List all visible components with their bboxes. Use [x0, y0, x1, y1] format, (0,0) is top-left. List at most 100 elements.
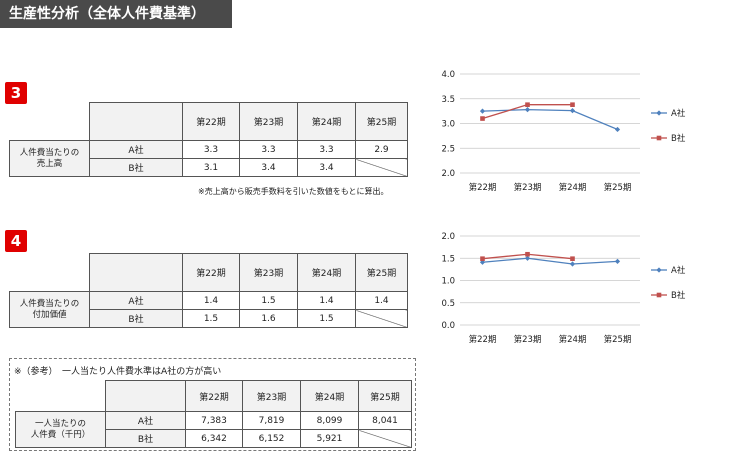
period-header: 第25期 — [358, 380, 412, 412]
row-label: 人件費当たりの 付加価値 — [9, 291, 90, 328]
y-tick-label: 2.5 — [441, 144, 455, 154]
table-cell: 7,819 — [242, 411, 301, 430]
data-point — [614, 258, 621, 264]
period-header: 第22期 — [185, 380, 243, 412]
data-point — [479, 108, 486, 114]
company-a-label: A社 — [89, 140, 183, 159]
row-label-line2: 付加価値 — [32, 309, 67, 320]
sales-per-labor-chart: 2.0 2.5 3.0 3.5 4.0 第22期 第23期 第24期 第25期 A社 B社 — [441, 70, 686, 193]
table-cell: 2.9 — [355, 140, 408, 159]
row-label-line2: 売上高 — [36, 158, 63, 169]
legend-label: A社 — [671, 265, 686, 276]
y-tick-label: 4.0 — [441, 70, 455, 80]
data-point — [570, 102, 575, 107]
data-point — [480, 116, 485, 121]
value-added-per-labor-chart: 0.0 0.5 1.0 1.5 2.0 第22期 第23期 第24期 第25期 A社 B社 — [441, 232, 686, 345]
company-a-label: A社 — [105, 411, 186, 430]
period-header: 第25期 — [355, 102, 408, 141]
table-cell: 7,383 — [185, 411, 243, 430]
table-cell: 8,041 — [358, 411, 412, 430]
x-tick-label: 第25期 — [604, 182, 632, 193]
company-a-label: A社 — [89, 291, 183, 310]
legend-marker — [656, 110, 662, 116]
row-label: 人件費当たりの 売上高 — [9, 140, 90, 177]
period-header: 第24期 — [297, 253, 356, 292]
y-tick-label: 3.5 — [441, 95, 455, 105]
period-header: 第25期 — [355, 253, 408, 292]
table-cell: 1.6 — [239, 309, 298, 328]
x-tick-label: 第24期 — [559, 182, 587, 193]
x-tick-label: 第22期 — [469, 182, 497, 193]
table-cell: 3.3 — [297, 140, 356, 159]
reference-title: ※（参考） 一人当たり人件費水準はA社の方が高い — [14, 367, 222, 377]
company-b-label: B社 — [105, 429, 186, 448]
table-cell: 1.4 — [297, 291, 356, 310]
period-header: 第24期 — [300, 380, 359, 412]
series-line-a — [482, 257, 618, 265]
y-tick-label: 2.0 — [441, 232, 455, 242]
data-point — [524, 107, 531, 113]
y-tick-label: 1.0 — [441, 277, 455, 287]
empty-corner — [16, 381, 106, 412]
data-point — [569, 261, 576, 267]
row-label-line1: 人件費当たりの — [19, 298, 80, 309]
period-header: 第23期 — [242, 380, 301, 412]
data-point — [569, 108, 576, 114]
table-cell: 1.5 — [182, 309, 240, 328]
table-cell: 3.3 — [239, 140, 298, 159]
x-tick-label: 第23期 — [514, 334, 542, 345]
row-label-line1: 一人当たりの — [34, 418, 86, 429]
table-cell: 6,152 — [242, 429, 301, 448]
x-tick-label: 第24期 — [559, 334, 587, 345]
empty-corner — [10, 254, 90, 292]
data-point — [525, 251, 530, 257]
table-cell: 5,921 — [300, 429, 359, 448]
y-tick-label: 1.5 — [441, 254, 455, 264]
reference-box — [9, 358, 416, 451]
header-blank — [105, 380, 186, 412]
company-b-label: B社 — [89, 158, 183, 177]
page-title: 生産性分析（全体人件費基準） — [0, 0, 232, 28]
row-label: 一人当たりの 人件費（千円） — [15, 411, 106, 448]
empty-diagonal-cell — [355, 309, 408, 328]
legend-label: A社 — [671, 108, 686, 119]
table-cell: 8,099 — [300, 411, 359, 430]
row-label-line1: 人件費当たりの — [19, 147, 80, 158]
company-b-label: B社 — [89, 309, 183, 328]
legend-label: B社 — [671, 290, 686, 301]
series-line-a — [482, 108, 618, 131]
table-cell: 3.1 — [182, 158, 240, 177]
data-point — [570, 256, 575, 261]
labor-cost-per-person-table: 第22期 第23期 第24期 第25期 一人当たりの 人件費（千円） A社 7,… — [15, 380, 412, 448]
period-header: 第22期 — [182, 102, 240, 141]
value-added-per-labor-table: 第22期 第23期 第24期 第25期 人件費当たりの 付加価値 A社 1.4 … — [9, 253, 408, 328]
section-4-badge: 4 — [5, 230, 27, 252]
sales-per-labor-table: 第22期 第23期 第24期 第25期 人件費当たりの 売上高 A社 3.3 3… — [9, 102, 408, 177]
table-cell: 3.4 — [297, 158, 356, 177]
y-tick-label: 3.0 — [441, 120, 455, 130]
y-tick-label: 0.0 — [441, 321, 455, 331]
footnote: ※売上高から販売手数料を引いた数値をもとに算出。 — [198, 187, 389, 196]
empty-corner — [10, 103, 90, 141]
period-header: 第22期 — [182, 253, 240, 292]
x-tick-label: 第22期 — [469, 334, 497, 345]
legend-label: B社 — [671, 133, 686, 144]
table-cell: 3.3 — [182, 140, 240, 159]
table-cell: 1.4 — [182, 291, 240, 310]
x-tick-label: 第23期 — [514, 182, 542, 193]
data-point — [479, 259, 486, 265]
period-header: 第23期 — [239, 253, 298, 292]
data-point — [614, 126, 621, 133]
data-point — [525, 102, 530, 107]
section-3-badge: 3 — [5, 82, 27, 104]
period-header: 第23期 — [239, 102, 298, 141]
y-tick-label: 0.5 — [441, 299, 455, 309]
header-blank — [89, 253, 183, 292]
x-tick-label: 第25期 — [604, 334, 632, 345]
legend-marker — [656, 267, 662, 273]
table-cell: 1.4 — [355, 291, 408, 310]
legend-marker — [656, 135, 662, 141]
empty-diagonal-cell — [358, 429, 412, 448]
data-point — [480, 256, 485, 261]
legend-marker — [656, 292, 662, 298]
